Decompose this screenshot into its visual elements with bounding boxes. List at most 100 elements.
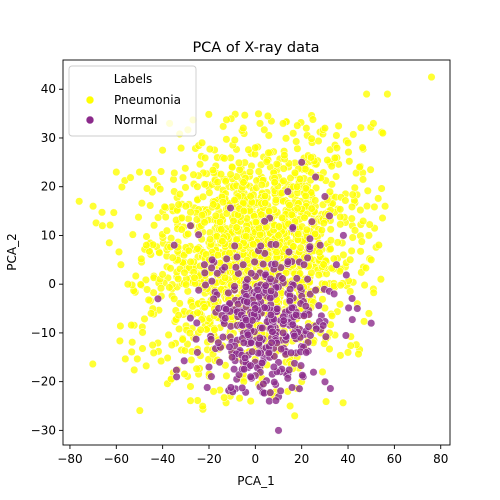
point-pneumonia [230, 196, 239, 205]
point-pneumonia [193, 396, 202, 405]
point-normal [222, 254, 231, 263]
point-normal [339, 231, 348, 240]
legend-label-normal: Normal [114, 113, 157, 127]
point-pneumonia [193, 182, 202, 191]
point-pneumonia [183, 287, 192, 296]
point-pneumonia [146, 201, 155, 210]
point-normal [321, 332, 330, 341]
point-pneumonia [318, 367, 327, 376]
point-normal [246, 338, 255, 347]
point-normal [320, 192, 329, 201]
point-pneumonia [198, 402, 207, 411]
point-normal [341, 331, 350, 340]
point-pneumonia [208, 166, 218, 175]
point-pneumonia [346, 287, 355, 296]
point-normal [303, 253, 312, 262]
point-pneumonia [186, 257, 195, 266]
point-pneumonia [190, 273, 199, 282]
point-pneumonia [163, 353, 172, 363]
point-pneumonia [141, 275, 150, 284]
point-normal [250, 257, 259, 266]
point-pneumonia [88, 359, 97, 369]
point-normal [193, 348, 202, 357]
point-pneumonia [300, 213, 309, 222]
point-normal [297, 158, 306, 167]
point-normal [203, 383, 212, 392]
point-normal [240, 365, 249, 374]
point-pneumonia [317, 226, 326, 235]
point-pneumonia [158, 146, 167, 155]
point-normal [231, 263, 240, 272]
point-pneumonia [200, 180, 209, 189]
point-pneumonia [301, 184, 310, 193]
point-pneumonia [142, 361, 151, 370]
point-normal [220, 263, 229, 272]
point-normal [283, 374, 292, 383]
point-pneumonia [142, 184, 152, 193]
point-normal [330, 289, 339, 298]
point-pneumonia [177, 144, 186, 153]
point-normal [206, 335, 216, 344]
point-pneumonia [117, 182, 126, 192]
point-normal [201, 280, 210, 290]
point-pneumonia [358, 175, 368, 184]
point-pneumonia [200, 218, 209, 227]
legend-label-pneumonia: Pneumonia [114, 93, 181, 107]
point-pneumonia [370, 202, 379, 211]
point-pneumonia [362, 90, 371, 99]
point-pneumonia [220, 393, 229, 402]
point-pneumonia [306, 153, 316, 162]
point-normal [208, 255, 217, 264]
point-pneumonia [186, 396, 195, 405]
point-normal [274, 426, 283, 435]
point-pneumonia [327, 311, 337, 320]
point-normal [243, 330, 253, 339]
point-pneumonia [205, 145, 214, 154]
point-pneumonia [192, 215, 201, 224]
point-normal [153, 294, 163, 303]
point-pneumonia [301, 165, 310, 174]
point-pneumonia [164, 330, 173, 339]
point-normal [306, 290, 315, 299]
point-pneumonia [210, 325, 219, 334]
y-tick-label: −20 [31, 375, 56, 389]
point-pneumonia [97, 208, 107, 217]
point-pneumonia [114, 247, 124, 256]
point-pneumonia [320, 124, 329, 133]
point-pneumonia [170, 294, 179, 303]
point-pneumonia [314, 270, 323, 279]
point-normal [194, 230, 203, 239]
point-normal [256, 241, 265, 251]
point-pneumonia [217, 225, 226, 234]
point-normal [259, 379, 268, 388]
point-pneumonia [262, 157, 271, 166]
point-pneumonia [312, 183, 321, 192]
point-normal [243, 275, 252, 284]
point-normal [288, 223, 297, 232]
point-normal [290, 331, 299, 340]
point-pneumonia [140, 314, 149, 323]
point-pneumonia [240, 111, 249, 120]
point-pneumonia [293, 121, 302, 130]
point-pneumonia [347, 246, 356, 255]
y-tick-label: 20 [41, 180, 56, 194]
point-normal [311, 286, 320, 295]
point-pneumonia [278, 213, 287, 222]
point-pneumonia [357, 237, 366, 246]
point-normal [304, 322, 313, 331]
point-pneumonia [228, 163, 237, 172]
y-tick-label: −30 [31, 423, 56, 437]
point-pneumonia [230, 136, 239, 145]
point-pneumonia [264, 131, 273, 140]
point-pneumonia [142, 232, 151, 241]
x-axis-ticks: −80 −60 −40 −20 0 20 40 60 80 [57, 445, 448, 466]
point-pneumonia [369, 119, 378, 128]
point-normal [268, 327, 277, 336]
point-pneumonia [270, 178, 279, 187]
x-tick-label: 0 [252, 452, 260, 466]
point-pneumonia [361, 263, 370, 273]
point-pneumonia [149, 175, 158, 184]
point-pneumonia [330, 153, 339, 163]
x-tick-label: −80 [57, 452, 82, 466]
point-normal [207, 372, 216, 381]
